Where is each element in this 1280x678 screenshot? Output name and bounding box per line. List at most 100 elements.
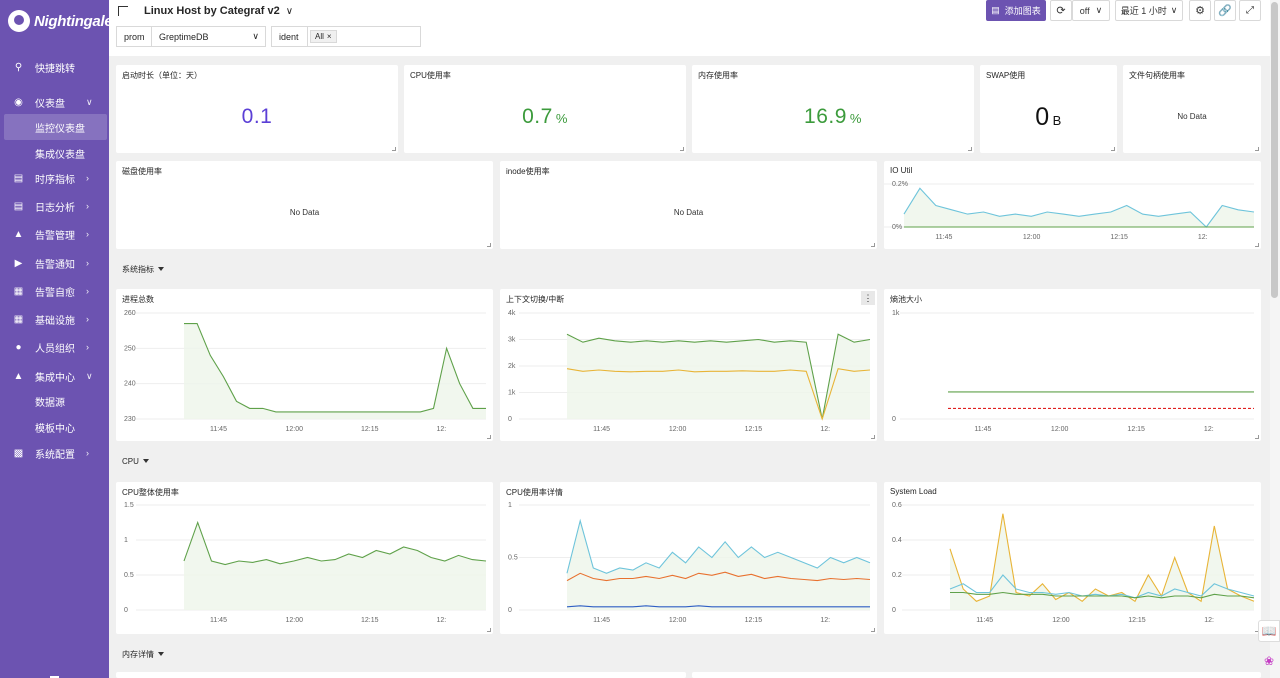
resize-handle[interactable] [392,147,396,151]
stat-value: 16.9% [692,105,974,129]
entropy-chart: 1k 0 11:45 12:00 12:15 12: [892,310,1254,433]
logo[interactable]: Nightingale [8,8,113,34]
collapse-handle[interactable] [50,676,59,678]
x-tick-label: 12:00 [1052,617,1070,624]
y-tick-label: 1k [892,310,900,317]
y-tick-label: 250 [124,345,136,352]
resize-handle[interactable] [1255,435,1259,439]
y-tick-label: 0.2 [892,572,902,579]
resize-handle[interactable] [1255,147,1259,151]
book-icon: 📖 [1261,624,1277,638]
resize-handle[interactable] [871,243,875,247]
ident-tag-label: All [315,32,324,41]
sidebar-item-logs[interactable]: ▤ 日志分析 › [0,193,109,219]
resize-handle[interactable] [680,147,684,151]
panel-context-switch: 上下文切换/中断 ⋮ 4k 3k 2k 1k 0 11:45 12:00 12:15 12: [500,289,877,441]
refresh-interval-select[interactable]: off ∨ [1072,0,1110,21]
resize-handle[interactable] [1255,243,1259,247]
sidebar-item-integration[interactable]: ▲ 集成中心 ∨ [0,363,109,389]
resize-handle[interactable] [968,147,972,151]
sidebar-item-datasource[interactable]: 数据源 [0,388,109,414]
panel-title: 上下文切换/中断 [506,295,565,304]
cpu-detail-chart: 1 0.5 0 11:45 12:00 12:15 12: [508,502,871,624]
ident-select[interactable]: ident All × [271,26,421,47]
y-tick-label: 0.4 [892,537,902,544]
panel-menu-icon[interactable]: ⋮ [861,291,875,305]
panel-mem-usage: 内存使用率 16.9% [692,65,974,153]
panel-cpu-detail: CPU使用率详情 1 0.5 0 11:45 12:00 12:15 12: [500,482,877,634]
resize-handle[interactable] [487,435,491,439]
share-link-button[interactable]: 🔗 [1214,0,1236,21]
section-system-metrics[interactable]: 系统指标 [122,264,164,275]
panel-disk-usage: 磁盘使用率 No Data [116,161,493,249]
sidebar-item-dashboard[interactable]: ◉ 仪表盘 ∨ [0,89,109,115]
no-data-text: No Data [289,208,320,217]
panel-title: 熵池大小 [890,295,922,304]
sidebar-item-alarm[interactable]: ▲ 告警管理 › [0,221,109,247]
sidebar-item-infra[interactable]: ▦ 基础设施 › [0,306,109,332]
section-memory[interactable]: 内存详情 [122,649,164,660]
resize-handle[interactable] [871,628,875,632]
close-icon[interactable]: × [326,32,332,41]
chevron-down-icon: ∨ [1095,5,1103,15]
refresh-button[interactable]: ⟳ [1050,0,1072,21]
add-chart-button[interactable]: ▤ 添加图表 [986,0,1046,21]
sidebar-item-metrics[interactable]: ▤ 时序指标 › [0,165,109,191]
sidebar-item-label: 基础设施 [35,315,75,327]
ai-assistant-button[interactable]: ❀ [1258,650,1280,672]
y-tick-label: 1 [508,502,512,509]
x-tick-label: 12:00 [669,617,687,624]
back-icon[interactable] [118,6,128,16]
section-cpu[interactable]: CPU [122,457,149,466]
sidebar-item-label: 仪表盘 [35,98,65,110]
log-icon: ▤ [13,200,24,212]
sidebar-item-selfheal[interactable]: ▦ 告警自愈 › [0,278,109,304]
y-tick-label: 260 [124,310,136,317]
sidebar-item-settings[interactable]: ▩ 系统配置 › [0,440,109,466]
series-area [184,323,486,419]
sidebar-item-integration-dashboard[interactable]: 集成仪表盘 [0,140,109,166]
x-tick-label: 12:15 [361,617,379,624]
panel-title: 启动时长（单位：天） [122,71,202,80]
chevron-down-icon[interactable]: ∨ [285,5,294,17]
sidebar-item-monitor-dashboard[interactable]: 监控仪表盘 [4,114,107,140]
ident-tag[interactable]: All × [310,30,337,43]
series-line [949,574,1255,599]
settings-button[interactable]: ⚙ [1189,0,1211,21]
sidebar-item-jump[interactable]: ⚲ 快捷跳转 [0,54,109,80]
docs-button[interactable]: 📖 [1258,620,1280,642]
fullscreen-icon: ⤢ [1246,5,1254,16]
y-tick-label: 1 [124,537,128,544]
y-tick-label: 3k [508,337,516,344]
sidebar-item-users[interactable]: ● 人员组织 › [0,334,109,360]
resize-handle[interactable] [1111,147,1115,151]
resize-handle[interactable] [871,435,875,439]
sidebar-item-templates[interactable]: 模板中心 [0,414,109,440]
y-tick-label: 4k [508,310,516,317]
y-tick-label: 0.6 [892,502,902,509]
fullscreen-button[interactable]: ⤢ [1239,0,1261,21]
series-area [904,188,1254,227]
header [109,0,1270,21]
x-tick-label: 12:00 [1051,426,1069,433]
scrollbar-thumb[interactable] [1271,2,1278,298]
resize-handle[interactable] [487,243,491,247]
stat-unit: % [849,111,862,126]
y-tick-label: 0 [892,416,896,423]
time-range-picker[interactable]: 最近 1 小时 ∨ [1115,0,1183,21]
x-tick-label: 12:15 [745,426,763,433]
datasource-select[interactable]: prom GreptimeDB ∨ [116,26,266,47]
series-line [950,591,1255,599]
scrollbar-track[interactable] [1270,0,1280,678]
resize-handle[interactable] [487,628,491,632]
series-line [566,518,871,574]
panel-title: inode使用率 [506,167,550,176]
panel-title: 内存使用率 [698,71,738,80]
stat-value: 0.1 [116,105,398,129]
link-icon: 🔗 [1218,5,1232,17]
y-tick-label: 2k [508,363,516,370]
x-tick-label: 12:00 [285,617,303,624]
sidebar-item-label: 告警管理 [35,230,75,242]
sidebar-item-notify[interactable]: ▶ 告警通知 › [0,250,109,276]
